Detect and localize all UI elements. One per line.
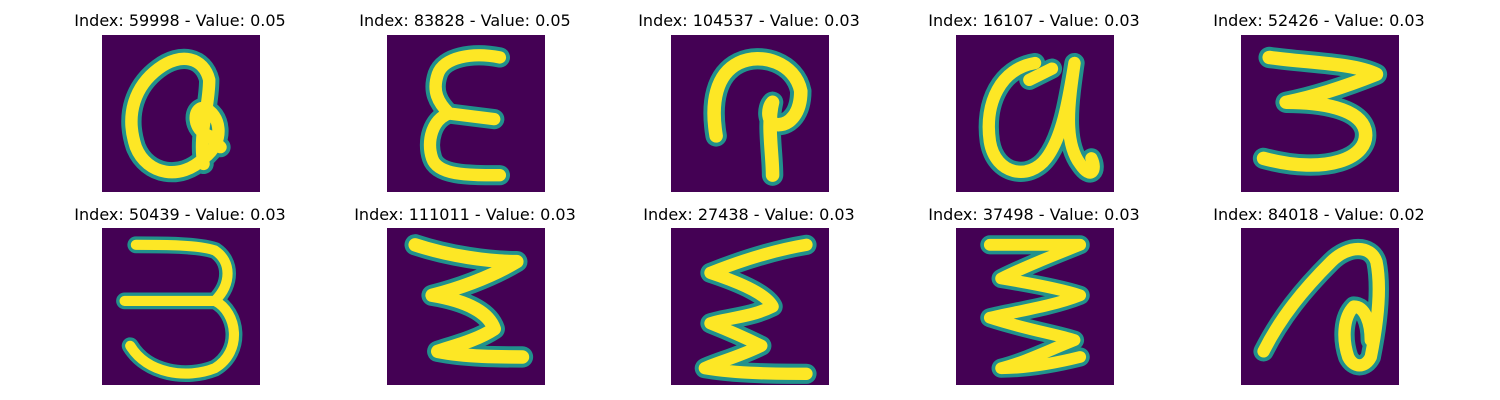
panel-title: Index: 16107 - Value: 0.03 (928, 11, 1140, 30)
panel-title: Index: 84018 - Value: 0.02 (1213, 205, 1425, 224)
panel-title: Index: 52426 - Value: 0.03 (1213, 11, 1425, 30)
panel-title: Index: 37498 - Value: 0.03 (928, 205, 1140, 224)
panel-title: Index: 104537 - Value: 0.03 (638, 11, 860, 30)
glyph-image (1241, 228, 1399, 385)
glyph-image (671, 35, 829, 192)
glyph-image (387, 35, 545, 192)
panel-title: Index: 50439 - Value: 0.03 (74, 205, 286, 224)
glyph-image (956, 228, 1114, 385)
panel-title: Index: 83828 - Value: 0.05 (359, 11, 571, 30)
glyph-image (102, 35, 260, 192)
glyph-image (102, 228, 260, 385)
glyph-image (1241, 35, 1399, 192)
glyph-image (671, 228, 829, 385)
glyph-image (956, 35, 1114, 192)
panel-title: Index: 59998 - Value: 0.05 (74, 11, 286, 30)
glyph-image (387, 228, 545, 385)
panel-title: Index: 111011 - Value: 0.03 (354, 205, 576, 224)
panel-title: Index: 27438 - Value: 0.03 (643, 205, 855, 224)
